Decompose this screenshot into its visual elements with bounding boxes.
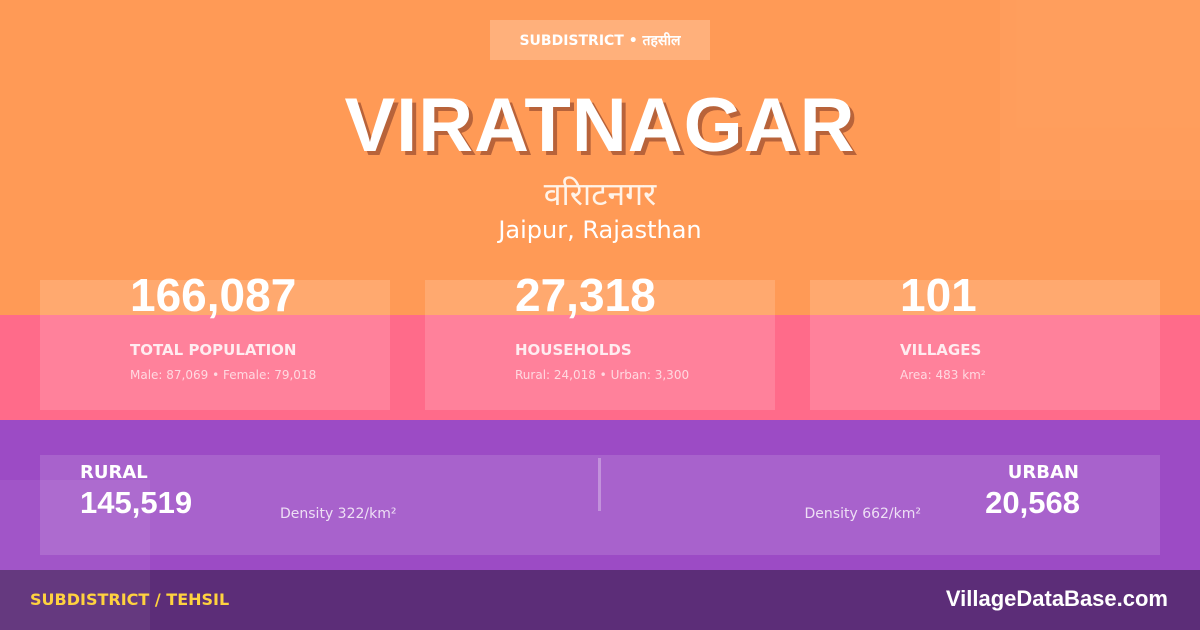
stat-card-households: 27,318 HOUSEHOLDS Rural: 24,018 • Urban:… — [425, 269, 775, 410]
location: Jaipur, Rajasthan — [498, 216, 702, 244]
stat-sub: Male: 87,069 • Female: 79,018 — [130, 368, 317, 382]
rural-value: 145,519 — [80, 485, 193, 520]
stat-value: 101 — [900, 269, 977, 321]
stat-sub: Area: 483 km² — [900, 368, 986, 382]
stat-value: 27,318 — [515, 269, 656, 321]
stat-value: 166,087 — [130, 269, 297, 321]
stat-sub: Rural: 24,018 • Urban: 3,300 — [515, 368, 690, 382]
stat-label: TOTAL POPULATION — [130, 341, 297, 359]
rural-urban-panel — [40, 455, 1160, 555]
site-brand: VillageDataBase.com — [945, 586, 1168, 611]
header-band — [0, 0, 1200, 315]
type-badge: SUBDISTRICT • तहसील — [490, 20, 710, 60]
decor-square — [0, 480, 150, 630]
rural-label: RURAL — [80, 462, 148, 483]
page-title: VIRATNAGAR — [344, 83, 856, 168]
title-hindi: वरिाटनगर — [543, 175, 657, 213]
rural-density: Density 322/km² — [280, 506, 397, 522]
stats-band — [0, 315, 1200, 420]
divider — [598, 458, 601, 511]
footer-band — [0, 570, 1200, 630]
urban-value: 20,568 — [985, 485, 1080, 520]
urban-density: Density 662/km² — [804, 506, 921, 522]
stat-card-population: 166,087 TOTAL POPULATION Male: 87,069 • … — [40, 269, 390, 410]
stat-card-villages: 101 VILLAGES Area: 483 km² — [810, 269, 1160, 410]
stat-label: VILLAGES — [900, 341, 982, 359]
stat-label: HOUSEHOLDS — [515, 341, 632, 359]
decor-square — [1000, 0, 1200, 200]
urban-label: URBAN — [1007, 462, 1079, 483]
footer-category: SUBDISTRICT / TEHSIL — [30, 590, 230, 609]
rural-urban-band — [0, 420, 1200, 570]
